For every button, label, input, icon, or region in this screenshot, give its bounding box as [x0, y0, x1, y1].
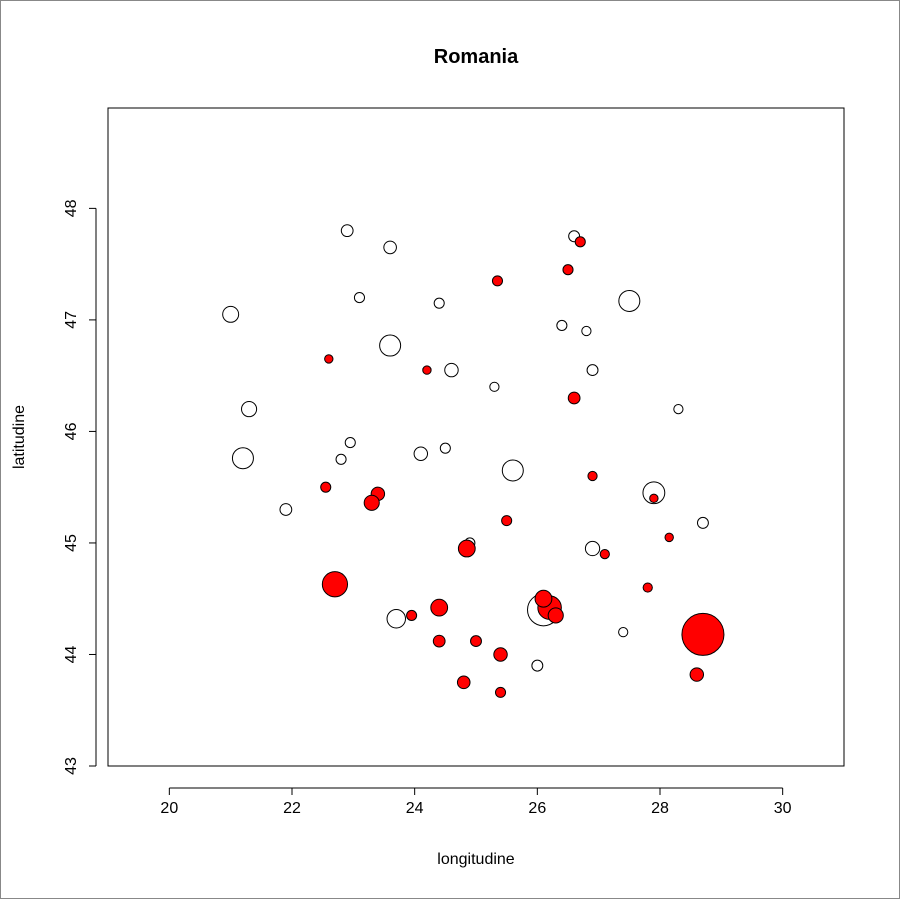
open-point [696, 516, 709, 529]
open-point [335, 453, 347, 465]
open-point [489, 381, 500, 392]
open-point [444, 362, 459, 378]
open-point [584, 540, 601, 557]
y-tick-label: 45 [63, 534, 80, 552]
open-point [433, 297, 445, 309]
filled-point [649, 493, 659, 504]
filled-point [574, 236, 586, 248]
y-tick-label: 44 [63, 645, 80, 663]
filled-point [432, 634, 446, 648]
open-point [340, 224, 354, 238]
open-point [586, 364, 599, 377]
filled-point [562, 264, 574, 276]
filled-point [363, 494, 380, 511]
open-point [556, 319, 568, 332]
x-tick-label: 28 [651, 800, 669, 817]
filled-point [430, 598, 449, 617]
filled-point [587, 470, 598, 482]
y-tick-label: 43 [63, 757, 80, 775]
data-points [222, 224, 725, 698]
x-tick-label: 22 [283, 800, 301, 817]
open-point [642, 481, 666, 505]
x-tick-label: 30 [774, 800, 792, 817]
filled-point [406, 609, 418, 621]
filled-point [689, 667, 705, 682]
plot-area-box [107, 107, 845, 767]
x-tick-label: 24 [406, 800, 424, 817]
filled-point [457, 539, 476, 558]
x-axis-label: longitudine [437, 851, 515, 868]
chart-title: Romania [434, 46, 519, 68]
filled-point [681, 612, 725, 656]
filled-point [494, 686, 507, 698]
open-point [383, 240, 397, 255]
y-tick-label: 48 [63, 199, 80, 217]
axes: 20 22 24 26 28 30 43 44 45 46 47 48 [63, 199, 792, 817]
y-tick-label: 47 [63, 311, 80, 329]
open-point [379, 334, 402, 357]
open-point [353, 292, 366, 304]
open-point [531, 659, 544, 672]
open-point [241, 401, 258, 418]
open-point [501, 459, 524, 482]
filled-point [324, 354, 334, 364]
filled-point [664, 532, 674, 543]
open-point [279, 503, 293, 516]
open-point [231, 447, 254, 470]
open-point [413, 446, 429, 461]
open-point [344, 437, 356, 449]
filled-point [599, 548, 610, 560]
open-point [618, 289, 641, 312]
open-point [439, 442, 451, 454]
filled-point [534, 589, 553, 608]
filled-point [501, 515, 513, 527]
filled-point [321, 571, 349, 598]
open-point [222, 305, 240, 323]
filled-point [547, 607, 564, 624]
y-tick-label: 46 [63, 422, 80, 440]
x-tick-label: 20 [160, 800, 178, 817]
filled-point [642, 582, 653, 593]
open-point [581, 325, 592, 337]
filled-point [567, 391, 581, 405]
filled-point [320, 481, 332, 493]
filled-point [456, 675, 471, 690]
filled-point [493, 647, 508, 662]
y-axis-label: latitudine [11, 405, 28, 469]
filled-point [422, 365, 432, 375]
open-point [673, 403, 684, 415]
filled-point [470, 635, 482, 648]
open-point [386, 609, 407, 629]
filled-point [491, 275, 504, 287]
open-point [618, 627, 629, 638]
x-tick-label: 26 [528, 800, 546, 817]
